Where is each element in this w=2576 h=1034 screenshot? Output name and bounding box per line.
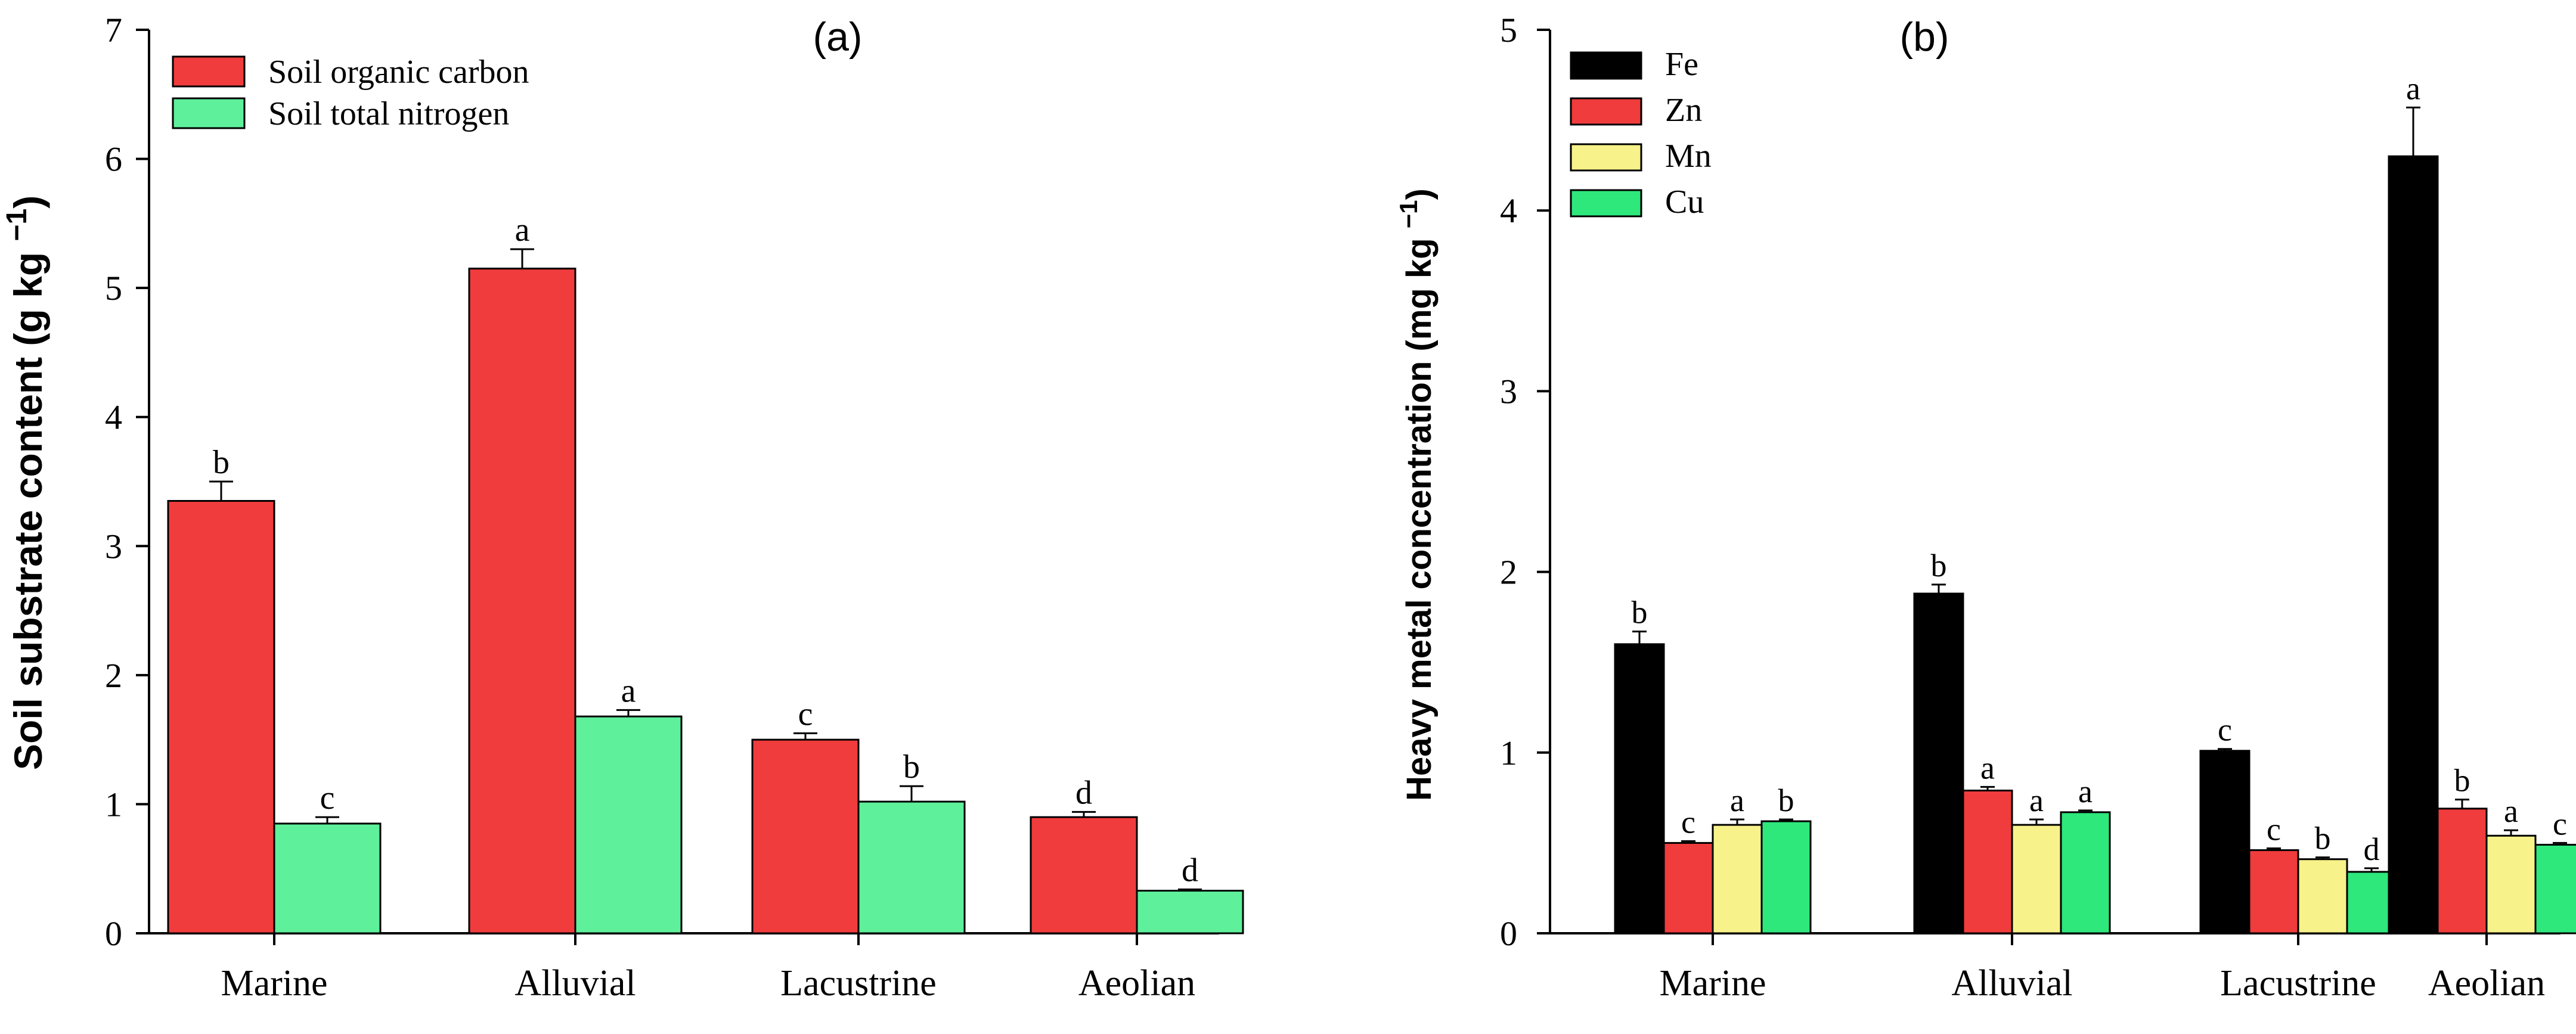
bar-soil-organic-carbon-lacustrine	[752, 740, 858, 933]
bar-zn-marine	[1664, 843, 1713, 933]
bar-zn-lacustrine	[2249, 850, 2298, 933]
significance-letter: a	[1730, 783, 1744, 818]
significance-letter: d	[1075, 774, 1092, 811]
legend-swatch-fe	[1571, 52, 1641, 79]
bar-fe-lacustrine	[2200, 751, 2249, 933]
legend-label-fe: Fe	[1665, 46, 1698, 83]
panel-label: (b)	[1899, 14, 1949, 60]
significance-letter: c	[2218, 712, 2232, 748]
y-axis-label: Soil substrate content (g kg −1)	[1, 195, 51, 770]
bar-soil-organic-carbon-marine	[168, 501, 274, 933]
x-tick-label-lacustrine: Lacustrine	[780, 963, 937, 1004]
significance-letter: a	[2406, 70, 2420, 106]
significance-letter: a	[2078, 774, 2093, 809]
significance-letter: b	[1778, 783, 1794, 818]
significance-letter: c	[798, 695, 813, 732]
legend-label-mn: Mn	[1665, 138, 1712, 175]
chart-panel-b: 0 1 2 3 4 5 Heavy metal concentration (mg kg −…	[1394, 11, 2576, 1004]
bar-soil-total-nitrogen-alluvial	[575, 716, 681, 933]
x-tick-label-alluvial: Alluvial	[1951, 963, 2072, 1004]
significance-letter: a	[515, 212, 530, 249]
bar-soil-total-nitrogen-aeolian	[1137, 891, 1243, 933]
y-tick-label: 4	[105, 398, 122, 437]
x-tick-label-aeolian: Aeolian	[2428, 963, 2545, 1004]
significance-letter: c	[2267, 811, 2281, 847]
legend-swatch-soil-organic-carbon	[173, 57, 244, 86]
legend: Fe Zn Mn Cu	[1571, 46, 1712, 221]
x-tick-label-marine: Marine	[221, 963, 327, 1004]
significance-letter: a	[2029, 783, 2044, 818]
bar-fe-aeolian	[2389, 156, 2438, 933]
bar-mn-marine	[1713, 825, 1762, 933]
significance-letter: a	[2504, 793, 2518, 829]
x-tick-label-aeolian: Aeolian	[1078, 963, 1195, 1004]
bar-cu-aeolian	[2535, 844, 2576, 933]
bar-soil-total-nitrogen-marine	[274, 824, 380, 933]
bar-mn-alluvial	[2012, 825, 2061, 933]
y-tick-label: 1	[105, 785, 122, 824]
chart-panel-a: 0 1 2 3 4 5 6 7 Soil substrate content (g kg −1)…	[1, 11, 1244, 1004]
significance-letter: b	[2315, 821, 2331, 856]
bar-mn-lacustrine	[2298, 859, 2347, 933]
legend-label-soil-organic-carbon: Soil organic carbon	[268, 54, 529, 91]
legend-label-soil-total-nitrogen: Soil total nitrogen	[268, 95, 509, 132]
legend-label-zn: Zn	[1665, 92, 1702, 129]
significance-letter: b	[213, 444, 230, 481]
y-tick-label: 2	[1500, 553, 1517, 592]
y-tick-label: 0	[105, 914, 122, 953]
significance-letter: c	[320, 780, 335, 816]
panel-label: (a)	[813, 14, 862, 60]
y-tick-label: 7	[105, 11, 122, 49]
significance-letter: b	[1931, 548, 1947, 583]
bar-zn-aeolian	[2438, 809, 2487, 933]
legend: Soil organic carbon Soil total nitrogen	[173, 54, 529, 132]
significance-letter: b	[903, 749, 920, 785]
significance-letter: c	[2553, 806, 2567, 842]
legend-label-cu: Cu	[1665, 184, 1704, 221]
legend-swatch-soil-total-nitrogen	[173, 98, 244, 128]
x-tick-label-lacustrine: Lacustrine	[2220, 963, 2376, 1004]
y-tick-label: 0	[1500, 914, 1517, 953]
x-tick-label-alluvial: Alluvial	[514, 963, 636, 1004]
bar-zn-alluvial	[1963, 790, 2012, 933]
bar-soil-total-nitrogen-lacustrine	[858, 802, 965, 933]
legend-swatch-cu	[1571, 190, 1641, 216]
bar-mn-aeolian	[2487, 836, 2535, 933]
y-tick-label: 1	[1500, 734, 1517, 772]
bar-fe-alluvial	[1914, 594, 1963, 933]
significance-letter: a	[621, 672, 636, 709]
y-tick-label: 3	[1500, 372, 1517, 411]
significance-letter: c	[1681, 804, 1695, 840]
legend-swatch-mn	[1571, 144, 1641, 170]
bar-fe-marine	[1615, 644, 1664, 933]
y-tick-label: 4	[1500, 191, 1517, 230]
bar-cu-alluvial	[2061, 812, 2110, 933]
bar-soil-organic-carbon-aeolian	[1031, 817, 1137, 933]
bar-soil-organic-carbon-alluvial	[469, 269, 575, 933]
x-tick-label-marine: Marine	[1659, 963, 1766, 1004]
significance-letter: d	[1182, 852, 1198, 889]
bar-cu-marine	[1762, 821, 1811, 933]
significance-letter: b	[1632, 595, 1648, 631]
y-axis-label: Heavy metal concentration (mg kg −1)	[1394, 188, 1439, 801]
significance-letter: d	[2364, 831, 2380, 867]
y-tick-label: 5	[1500, 11, 1517, 49]
y-tick-label: 3	[105, 527, 122, 566]
significance-letter: a	[1980, 750, 1995, 785]
y-tick-label: 2	[105, 656, 122, 695]
y-tick-label: 6	[105, 140, 122, 179]
significance-letter: b	[2454, 763, 2470, 799]
legend-swatch-zn	[1571, 98, 1641, 125]
y-tick-label: 5	[105, 269, 122, 308]
